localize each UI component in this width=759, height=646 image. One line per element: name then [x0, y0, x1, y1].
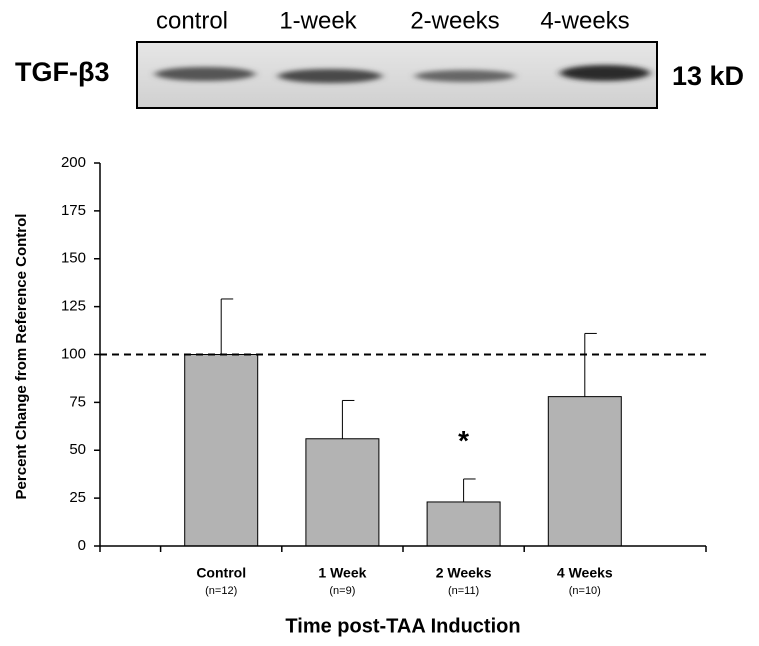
- y-tick-label: 150: [61, 250, 86, 267]
- y-tick-label: 125: [61, 298, 86, 315]
- figure: control 1-week 2-weeks 4-weeks TGF-β3 13…: [0, 0, 759, 646]
- y-tick-label: 75: [69, 393, 86, 410]
- bar: [306, 439, 379, 546]
- y-tick-label: 0: [78, 537, 86, 554]
- lane-label: 4-weeks: [540, 7, 629, 34]
- x-tick-label: Control: [196, 565, 246, 581]
- annotation: *: [458, 425, 469, 456]
- y-tick-label: 100: [61, 345, 86, 362]
- lane-label: 1-week: [279, 7, 357, 34]
- y-tick-label: 25: [69, 489, 86, 506]
- bar: [548, 397, 621, 546]
- sample-size: (n=12): [205, 585, 237, 597]
- sample-size: (n=9): [329, 585, 355, 597]
- y-tick-label: 175: [61, 202, 86, 219]
- bar: [185, 355, 258, 547]
- western-blot: control 1-week 2-weeks 4-weeks TGF-β3 13…: [15, 7, 744, 108]
- x-tick-label: 2 Weeks: [436, 565, 492, 581]
- x-tick-label: 4 Weeks: [557, 565, 613, 581]
- x-axis-label: Time post-TAA Induction: [285, 615, 520, 637]
- size-label: 13 kD: [672, 61, 744, 91]
- y-axis-label: Percent Change from Reference Control: [13, 214, 30, 500]
- lane-label: control: [156, 7, 228, 34]
- protein-label: TGF-β3: [15, 57, 109, 87]
- chart: 0 25 50 75 100 125 150 175 200 Control (n=12) 1 Wee…: [13, 154, 706, 637]
- y-tick-label: 200: [61, 154, 86, 171]
- sample-size: (n=10): [569, 585, 601, 597]
- y-tick-label: 50: [69, 441, 86, 458]
- lane-label: 2-weeks: [410, 7, 499, 34]
- x-tick-label: 1 Week: [318, 565, 366, 581]
- sample-size: (n=11): [448, 585, 479, 597]
- bar: [427, 502, 500, 546]
